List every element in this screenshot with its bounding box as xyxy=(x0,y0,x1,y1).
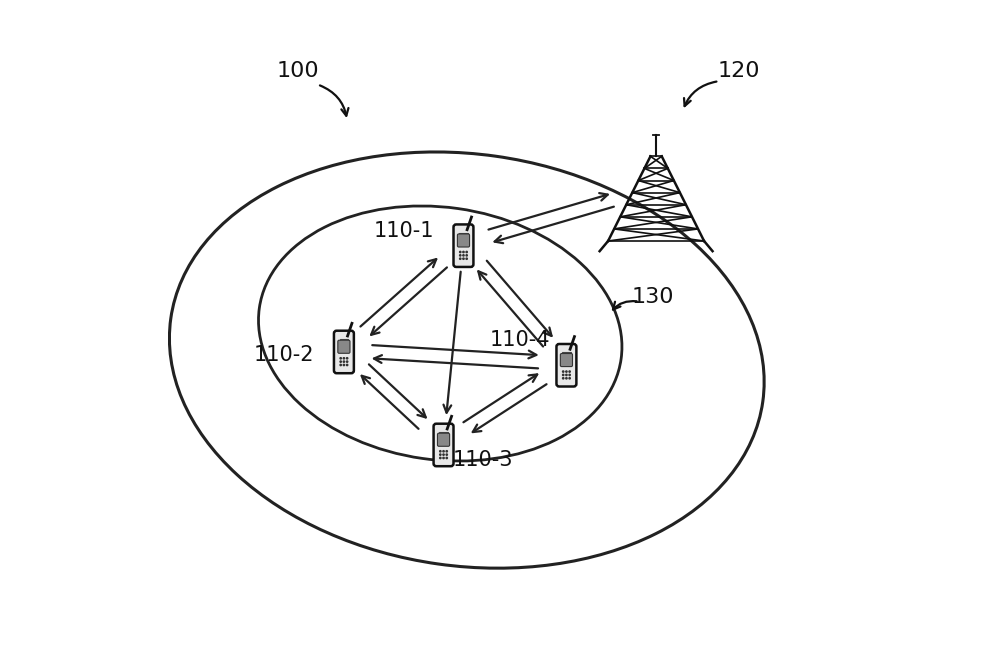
Circle shape xyxy=(463,255,464,256)
FancyBboxPatch shape xyxy=(560,354,572,367)
Circle shape xyxy=(563,374,564,376)
Circle shape xyxy=(460,255,461,256)
FancyBboxPatch shape xyxy=(434,424,454,466)
Circle shape xyxy=(346,358,348,359)
Bar xyxy=(439,432,448,436)
Bar xyxy=(340,339,348,344)
Circle shape xyxy=(343,361,345,362)
Circle shape xyxy=(443,451,444,452)
Circle shape xyxy=(446,458,447,459)
Circle shape xyxy=(566,371,567,372)
Circle shape xyxy=(343,358,345,359)
FancyBboxPatch shape xyxy=(334,331,354,374)
Circle shape xyxy=(569,371,570,372)
FancyBboxPatch shape xyxy=(454,224,473,267)
Circle shape xyxy=(343,364,345,366)
Circle shape xyxy=(569,378,570,379)
Circle shape xyxy=(446,454,447,456)
Circle shape xyxy=(440,451,441,452)
Text: 110-2: 110-2 xyxy=(254,345,314,365)
FancyBboxPatch shape xyxy=(457,234,470,247)
Circle shape xyxy=(460,258,461,259)
Text: 120: 120 xyxy=(718,61,760,81)
Text: 110-1: 110-1 xyxy=(373,221,434,241)
Text: 130: 130 xyxy=(632,287,674,307)
Text: 100: 100 xyxy=(276,61,319,81)
Circle shape xyxy=(440,454,441,456)
FancyBboxPatch shape xyxy=(556,344,576,386)
Circle shape xyxy=(463,251,464,253)
Circle shape xyxy=(563,378,564,379)
FancyBboxPatch shape xyxy=(437,433,450,446)
Circle shape xyxy=(463,258,464,259)
Circle shape xyxy=(466,251,467,253)
Circle shape xyxy=(466,255,467,256)
Circle shape xyxy=(466,258,467,259)
Circle shape xyxy=(346,364,348,366)
Bar xyxy=(562,352,571,357)
Circle shape xyxy=(443,454,444,456)
Bar xyxy=(459,233,468,237)
FancyBboxPatch shape xyxy=(338,340,350,354)
Circle shape xyxy=(443,458,444,459)
Circle shape xyxy=(346,361,348,362)
Text: 110-3: 110-3 xyxy=(453,450,514,470)
Text: 110-4: 110-4 xyxy=(490,330,550,350)
Circle shape xyxy=(566,378,567,379)
Circle shape xyxy=(440,458,441,459)
Circle shape xyxy=(340,361,341,362)
Circle shape xyxy=(446,451,447,452)
Circle shape xyxy=(566,374,567,376)
Circle shape xyxy=(340,358,341,359)
Circle shape xyxy=(340,364,341,366)
Circle shape xyxy=(460,251,461,253)
Circle shape xyxy=(569,374,570,376)
Circle shape xyxy=(563,371,564,372)
